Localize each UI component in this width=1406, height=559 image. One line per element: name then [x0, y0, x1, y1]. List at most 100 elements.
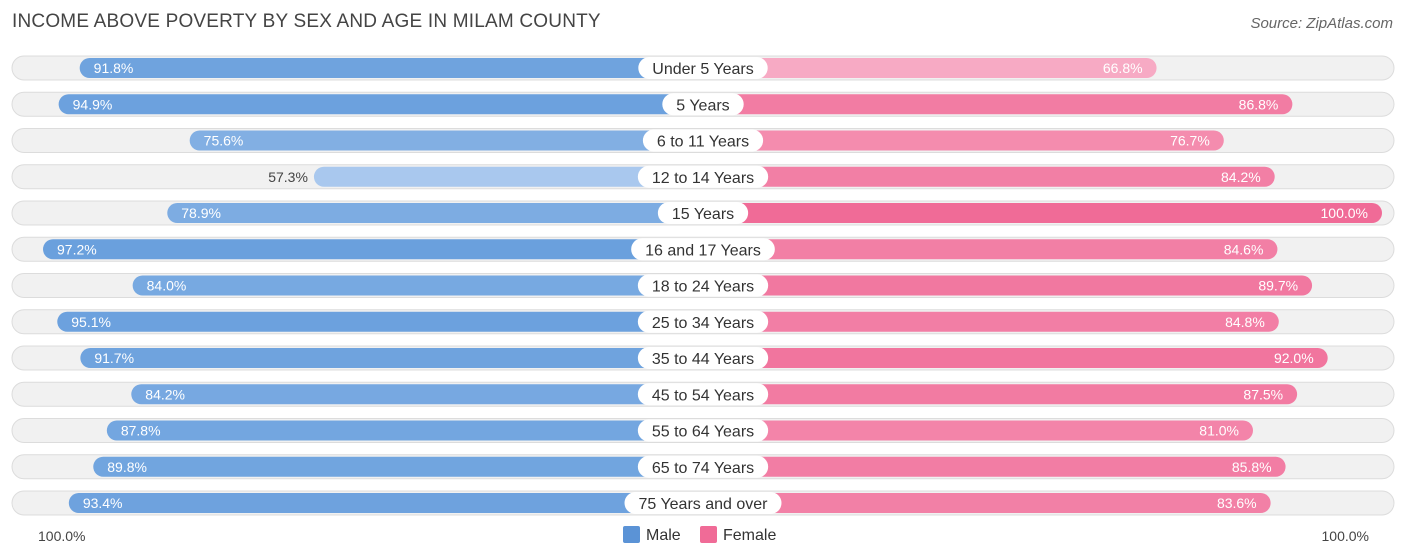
category-label-pill	[638, 57, 768, 79]
female-value-label: 84.8%	[1225, 314, 1265, 330]
category-label: Under 5 Years	[652, 61, 753, 78]
category-label: 75 Years and over	[639, 496, 769, 513]
legend-female-swatch	[700, 526, 717, 543]
male-bar	[57, 311, 704, 332]
female-bar	[703, 94, 1293, 115]
legend-female-label: Female	[723, 527, 776, 544]
female-value-label: 92.0%	[1274, 350, 1314, 366]
chart-row: 87.8% 81.0% 55 to 64 Years	[11, 418, 1395, 443]
male-value-label: 75.6%	[204, 133, 244, 149]
category-label: 15 Years	[672, 206, 734, 223]
legend-male-swatch	[623, 526, 640, 543]
male-bar	[68, 493, 703, 513]
female-bar	[703, 166, 1275, 187]
female-bar	[703, 203, 1382, 223]
category-label: 5 Years	[676, 97, 729, 114]
male-value-label: 87.8%	[121, 423, 161, 439]
category-label-pill	[662, 93, 744, 116]
category-label: 45 to 54 Years	[652, 387, 754, 404]
category-label: 55 to 64 Years	[652, 424, 754, 441]
chart-row: 78.9% 100.0% 15 Years	[11, 200, 1395, 226]
male-bar	[313, 166, 703, 187]
male-value-label: 78.9%	[181, 205, 221, 221]
category-label: 25 to 34 Years	[652, 315, 754, 332]
female-value-label: 86.8%	[1239, 96, 1279, 112]
category-label-pill	[637, 274, 769, 297]
category-label: 35 to 44 Years	[652, 351, 754, 368]
chart-row: 91.7% 92.0% 35 to 44 Years	[11, 345, 1395, 371]
legend-male-label: Male	[646, 527, 681, 544]
male-bar	[167, 203, 704, 223]
category-label-pill	[637, 455, 769, 478]
male-value-label: 93.4%	[83, 495, 123, 511]
female-bar	[703, 311, 1279, 332]
female-value-label: 66.8%	[1103, 60, 1143, 76]
male-bar	[131, 384, 704, 405]
chart-row: 93.4% 83.6% 75 Years and over	[11, 490, 1395, 516]
male-value-label: 89.8%	[107, 459, 147, 475]
chart-row: 89.8% 85.8% 65 to 74 Years	[11, 454, 1395, 480]
male-bar	[79, 58, 704, 78]
male-value-label: 95.1%	[71, 314, 111, 330]
chart-row: 95.1% 84.8% 25 to 34 Years	[11, 309, 1395, 335]
legend: Male Female	[623, 526, 776, 544]
male-bar	[93, 456, 704, 477]
category-label-pill	[624, 492, 782, 514]
female-value-label: 100.0%	[1321, 205, 1368, 221]
female-value-label: 76.7%	[1170, 133, 1210, 149]
male-bar	[43, 239, 703, 260]
female-value-label: 81.0%	[1199, 423, 1239, 439]
category-label: 65 to 74 Years	[652, 460, 754, 477]
female-bar	[703, 58, 1157, 78]
chart-row: 94.9% 86.8% 5 Years	[11, 91, 1395, 117]
chart-row: 84.2% 87.5% 45 to 54 Years	[11, 381, 1395, 407]
axis-left-label: 100.0%	[38, 528, 85, 544]
source-label: Source: ZipAtlas.com	[1250, 15, 1393, 32]
category-label: 16 and 17 Years	[645, 242, 761, 259]
female-bar	[703, 456, 1286, 477]
category-label: 6 to 11 Years	[657, 134, 749, 151]
male-bar	[189, 130, 703, 151]
female-value-label: 87.5%	[1243, 386, 1283, 402]
category-label-pill	[637, 165, 769, 188]
male-bar	[106, 420, 703, 441]
female-value-label: 84.6%	[1224, 241, 1264, 257]
female-bar	[703, 493, 1271, 513]
female-value-label: 84.2%	[1221, 169, 1261, 185]
male-value-label: 94.9%	[73, 96, 113, 112]
chart-row: 84.0% 89.7% 18 to 24 Years	[11, 273, 1395, 298]
chart-row: 91.8% 66.8% Under 5 Years	[11, 55, 1395, 81]
male-value-label: 84.0%	[147, 278, 187, 294]
female-value-label: 83.6%	[1217, 495, 1257, 511]
axis-right-label: 100.0%	[1322, 528, 1369, 544]
category-label-pill	[637, 383, 769, 406]
category-label-pill	[637, 347, 769, 369]
female-bar	[703, 275, 1313, 296]
category-label: 12 to 14 Years	[652, 170, 754, 187]
female-value-label: 85.8%	[1232, 459, 1272, 475]
male-value-label: 84.2%	[145, 386, 185, 402]
chart-row: 57.3% 84.2% 12 to 14 Years	[11, 164, 1395, 190]
category-label-pill	[637, 310, 769, 333]
male-bar	[80, 348, 704, 368]
category-label: 18 to 24 Years	[652, 279, 754, 296]
female-bar	[703, 348, 1328, 368]
female-bar	[703, 130, 1224, 151]
chart-row: 75.6% 76.7% 6 to 11 Years	[11, 128, 1395, 153]
male-value-label: 91.8%	[94, 60, 134, 76]
category-label-pill	[637, 419, 769, 442]
category-label-pill	[631, 238, 775, 261]
chart-title: INCOME ABOVE POVERTY BY SEX AND AGE IN M…	[12, 11, 601, 32]
category-label-pill	[642, 129, 764, 152]
female-bar	[703, 420, 1253, 441]
male-value-label: 91.7%	[94, 350, 134, 366]
chart-row: 97.2% 84.6% 16 and 17 Years	[11, 236, 1395, 262]
female-bar	[703, 239, 1278, 260]
male-bar	[58, 94, 703, 115]
male-bar	[132, 275, 703, 296]
female-value-label: 89.7%	[1258, 278, 1298, 294]
male-value-label: 97.2%	[57, 241, 97, 257]
category-label-pill	[657, 202, 749, 224]
male-value-label: 57.3%	[268, 169, 308, 185]
